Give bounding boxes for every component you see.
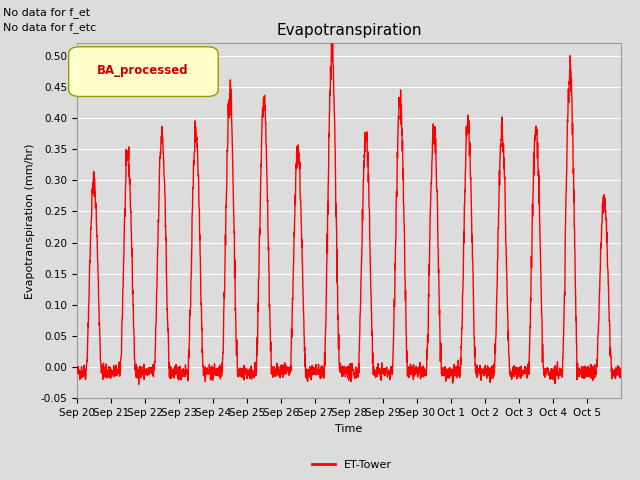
Title: Evapotranspiration: Evapotranspiration [276,23,422,38]
Text: No data for f_etc: No data for f_etc [3,22,97,33]
X-axis label: Time: Time [335,424,362,433]
Text: No data for f_et: No data for f_et [3,7,90,18]
Y-axis label: Evapotranspiration (mm/hr): Evapotranspiration (mm/hr) [25,143,35,299]
Text: BA_processed: BA_processed [97,64,189,77]
FancyBboxPatch shape [68,47,218,96]
Legend: ET-Tower: ET-Tower [308,456,396,474]
